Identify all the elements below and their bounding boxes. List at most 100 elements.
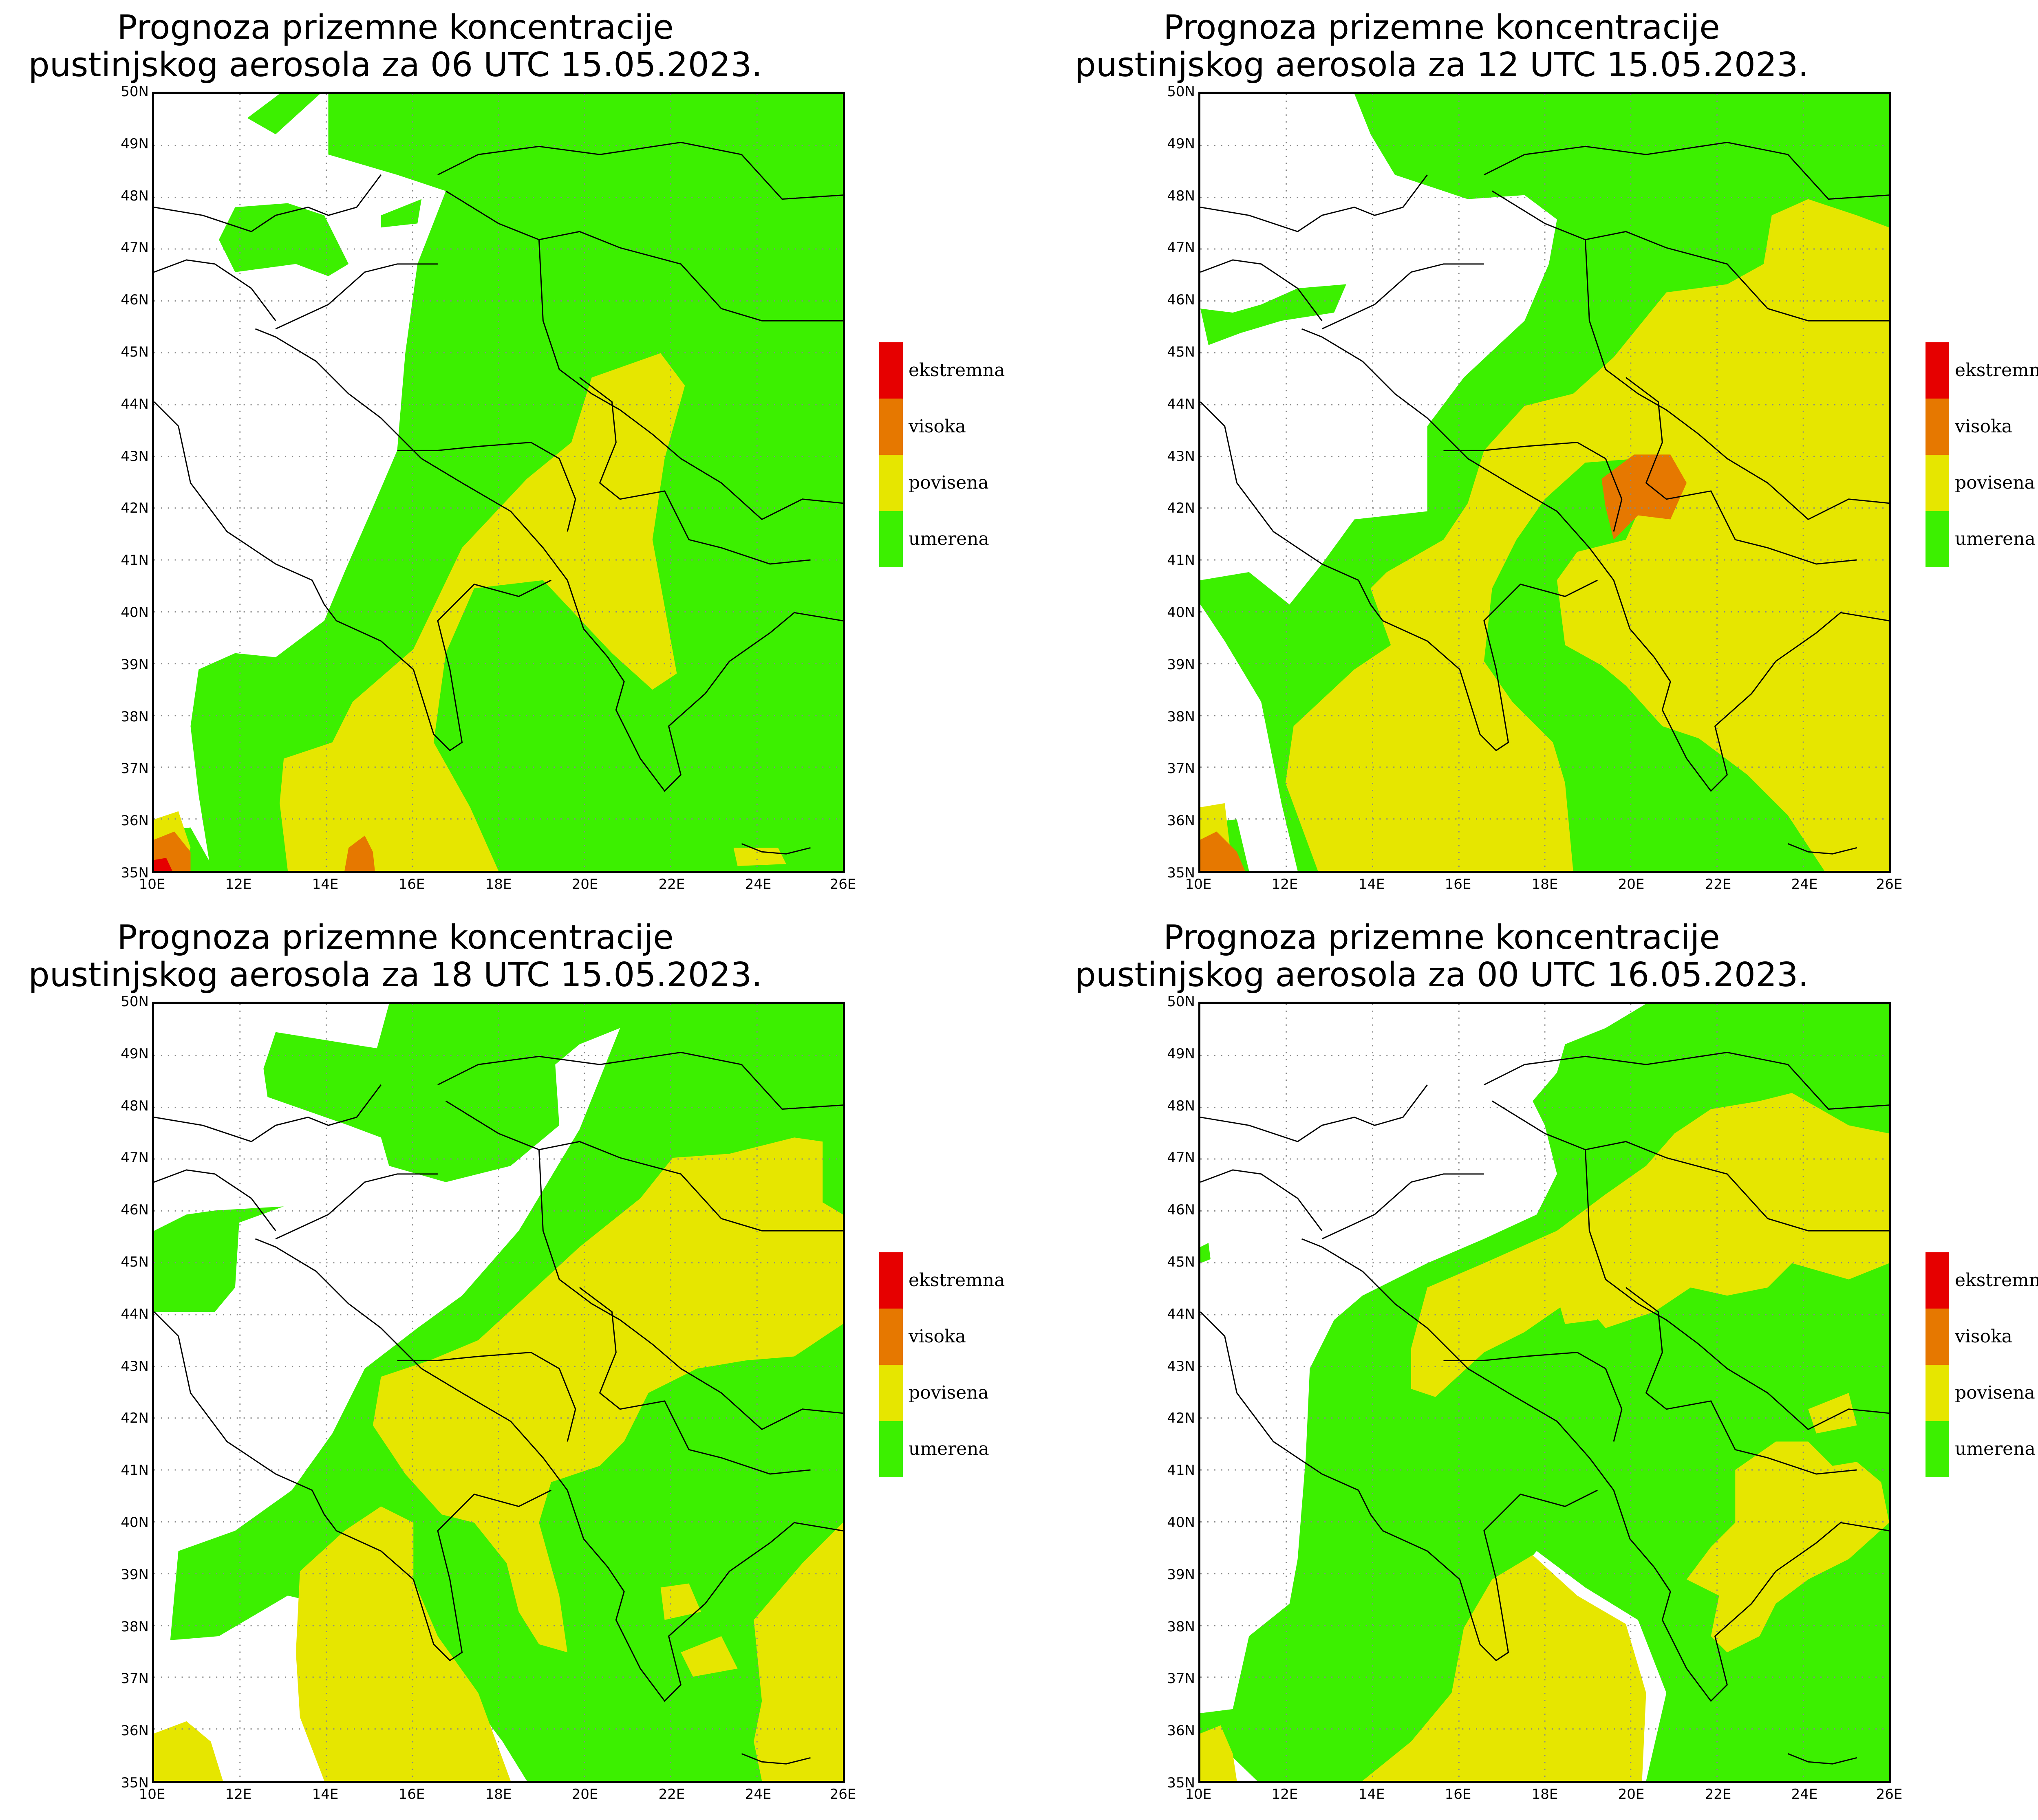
ekstremna-region [154, 858, 172, 871]
lon-label: 20E [1618, 876, 1645, 892]
lat-label: 47N [121, 240, 149, 256]
legend-label: umerena [909, 1439, 989, 1459]
povisena-region [754, 1523, 843, 1781]
graticule [1200, 94, 1889, 871]
lat-label: 39N [121, 1567, 149, 1583]
visoka-region [1601, 454, 1687, 540]
lat-label: 37N [121, 760, 149, 777]
graticule [154, 94, 843, 871]
coastlines-borders [154, 1051, 843, 1765]
lon-label: 20E [571, 876, 598, 892]
lon-label: 12E [1271, 1786, 1298, 1802]
panel-title: Prognoza prizemne koncentracije pustinjs… [1046, 9, 1837, 84]
povisena-region [1808, 584, 1857, 625]
lat-label: 41N [1167, 1462, 1195, 1478]
lat-label: 46N [121, 292, 149, 308]
legend-label: visoka [1955, 416, 2012, 437]
coastlines-borders [154, 141, 843, 855]
lon-label: 14E [1358, 876, 1385, 892]
lat-label: 35N [1167, 865, 1195, 881]
legend-label: umerena [1955, 1439, 2036, 1459]
umerena-region [219, 203, 349, 276]
legend-label: visoka [909, 416, 966, 437]
povisena-region [1832, 248, 1873, 284]
lat-label: 35N [121, 1775, 149, 1791]
lon-label: 18E [485, 876, 512, 892]
umerena-region [1200, 284, 1346, 345]
lat-label: 48N [1167, 188, 1195, 204]
lat-label: 38N [121, 1619, 149, 1635]
legend-swatch [879, 1252, 903, 1309]
lon-label: 26E [829, 1786, 856, 1802]
lon-label: 26E [1876, 876, 1903, 892]
povisena-region [1285, 199, 1889, 871]
lat-label: 36N [1167, 1723, 1195, 1739]
lon-label: 16E [1445, 876, 1471, 892]
lat-label: 50N [121, 994, 149, 1010]
lon-label: 20E [1618, 1786, 1645, 1802]
lat-label: 43N [1167, 1358, 1195, 1375]
legend-label: ekstremna [909, 1270, 1005, 1291]
povisena-region [154, 1721, 223, 1781]
lat-label: 45N [1167, 1254, 1195, 1270]
lon-label: 12E [1271, 876, 1298, 892]
lat-label: 49N [121, 136, 149, 152]
title-line-2: pustinjskog aerosola za 06 UTC 15.05.202… [28, 46, 763, 84]
legend-label: povisena [1955, 1382, 2035, 1403]
graticule [1200, 1004, 1889, 1781]
lat-label: 36N [1167, 813, 1195, 829]
legend-label: ekstremna [1955, 360, 2038, 381]
lon-label: 12E [225, 1786, 252, 1802]
title-line-1: Prognoza prizemne koncentracije [1163, 8, 1720, 47]
lat-label: 41N [121, 552, 149, 568]
lat-label: 44N [1167, 396, 1195, 412]
lon-label: 24E [745, 876, 772, 892]
title-line-1: Prognoza prizemne koncentracije [1163, 918, 1720, 957]
legend-swatch [1926, 342, 1949, 399]
lat-label: 46N [1167, 1202, 1195, 1218]
concentration-map [152, 92, 845, 873]
legend-swatch [879, 399, 903, 455]
lat-label: 50N [121, 84, 149, 100]
lon-label: 18E [1531, 876, 1558, 892]
legend-swatch [879, 511, 903, 567]
map-canvas [1200, 1004, 1889, 1781]
povisena-region [373, 1137, 843, 1653]
lon-label: 12E [225, 876, 252, 892]
graticule [154, 1004, 843, 1781]
panel-title: Prognoza prizemne koncentracije pustinjs… [0, 919, 791, 994]
lon-label: 14E [1358, 1786, 1385, 1802]
povisena-region [296, 1506, 511, 1781]
lat-label: 42N [1167, 1410, 1195, 1426]
lat-label: 43N [121, 448, 149, 465]
lat-label: 46N [121, 1202, 149, 1218]
legend-label: umerena [1955, 529, 2036, 549]
lon-label: 24E [745, 1786, 772, 1802]
legend-swatch [1926, 455, 1949, 511]
legend-swatch [1926, 1421, 1949, 1477]
lat-label: 45N [1167, 344, 1195, 360]
lat-label: 47N [121, 1150, 149, 1166]
legend-label: visoka [1955, 1326, 2012, 1347]
map-canvas [1200, 94, 1889, 871]
legend-label: ekstremna [909, 360, 1005, 381]
legend-swatch [879, 1421, 903, 1477]
lat-label: 39N [1167, 1567, 1195, 1583]
lon-label: 10E [1185, 876, 1212, 892]
legend-swatch [879, 455, 903, 511]
legend-swatch [1926, 399, 1949, 455]
lat-label: 37N [1167, 1670, 1195, 1687]
povisena-region [681, 1636, 738, 1677]
map-canvas [154, 1004, 843, 1781]
lat-label: 47N [1167, 1150, 1195, 1166]
legend-swatch [1926, 1309, 1949, 1365]
umerena-region [1200, 1243, 1211, 1263]
title-line-2: pustinjskog aerosola za 18 UTC 15.05.202… [28, 956, 763, 994]
lat-label: 36N [121, 813, 149, 829]
forecast-panel-12utc: Prognoza prizemne koncentracije pustinjs… [1046, 0, 2038, 910]
lat-label: 47N [1167, 240, 1195, 256]
concentration-map [152, 1002, 845, 1783]
lon-label: 26E [1876, 1786, 1903, 1802]
lat-label: 48N [1167, 1098, 1195, 1114]
legend-swatch [1926, 1252, 1949, 1309]
